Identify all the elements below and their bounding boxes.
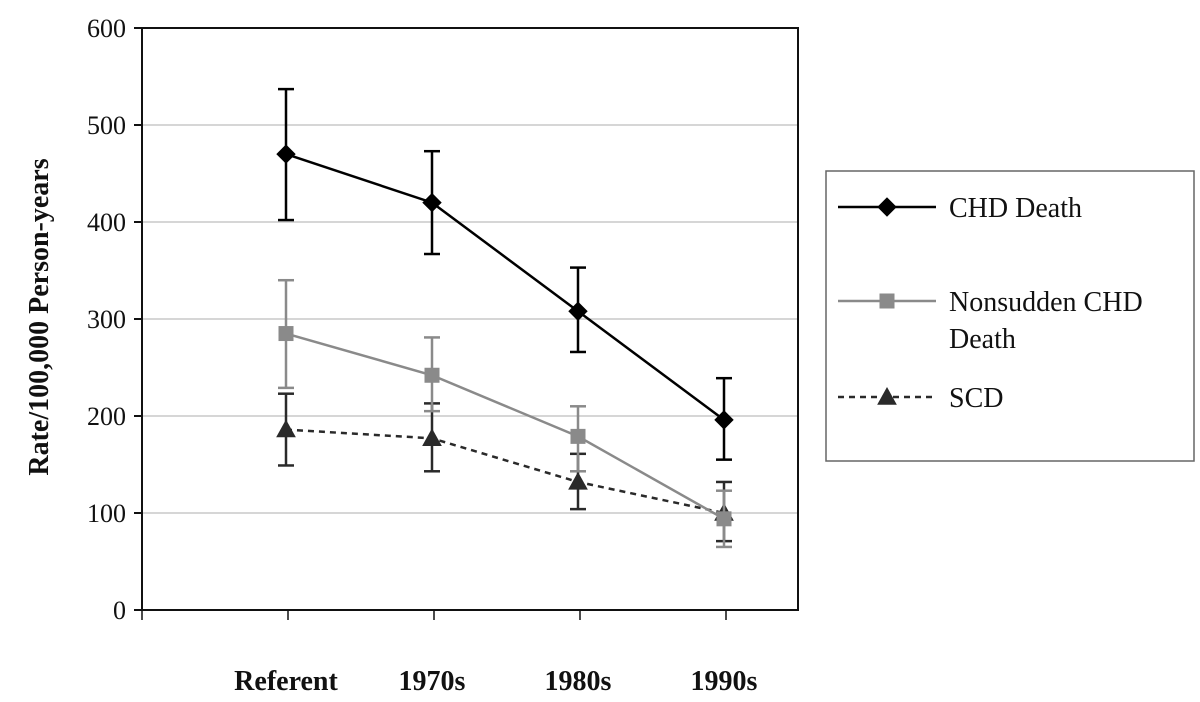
data-point — [278, 326, 294, 342]
data-point — [568, 301, 588, 321]
x-category-label: 1980s — [545, 666, 612, 697]
y-tick-label: 300 — [87, 305, 126, 334]
y-tick-label: 200 — [87, 402, 126, 431]
legend-entry: Nonsudden CHD Death — [838, 287, 1143, 355]
legend: CHD Death Nonsudden CHD Death SCD — [825, 170, 1195, 462]
y-axis-label: Rate/100,000 Person-years — [24, 158, 55, 475]
legend-entry: CHD Death — [838, 193, 1082, 224]
y-tick-label: 500 — [87, 111, 126, 140]
data-point — [716, 511, 732, 527]
y-axis-tick-labels: 0 100 200 300 400 500 600 — [87, 14, 126, 625]
series-layer — [276, 87, 734, 549]
data-point — [422, 192, 442, 213]
series-line — [285, 428, 725, 515]
legend-label: CHD Death — [949, 193, 1082, 224]
x-category-label: Referent — [234, 666, 338, 697]
data-point — [570, 428, 586, 444]
legend-marker — [877, 197, 897, 217]
series-nonsudden-chd-death — [278, 278, 732, 549]
data-point — [422, 428, 442, 447]
x-axis-category-labels: Referent 1970s 1980s 1990s — [234, 666, 757, 697]
data-point — [424, 367, 440, 383]
legend-box — [825, 170, 1195, 462]
legend-label: SCD — [949, 383, 1003, 414]
legend-marker — [877, 386, 897, 405]
y-tick-label: 600 — [87, 14, 126, 43]
gridlines — [142, 27, 798, 514]
series-line — [285, 152, 725, 421]
data-point — [714, 410, 734, 430]
x-category-label: 1970s — [399, 666, 466, 697]
data-point — [568, 471, 588, 490]
data-point — [276, 144, 296, 164]
y-tick-label: 400 — [87, 208, 126, 237]
y-tick-label: 0 — [113, 596, 126, 625]
series-chd-death — [276, 87, 734, 461]
data-point — [276, 419, 296, 438]
series-line — [285, 332, 725, 520]
x-category-label: 1990s — [691, 666, 758, 697]
legend-marker — [879, 293, 895, 309]
legend-label: Nonsudden CHD Death — [949, 287, 1143, 355]
axes — [134, 27, 799, 620]
legend-entry: SCD — [838, 383, 1003, 414]
y-tick-label: 100 — [87, 499, 126, 528]
